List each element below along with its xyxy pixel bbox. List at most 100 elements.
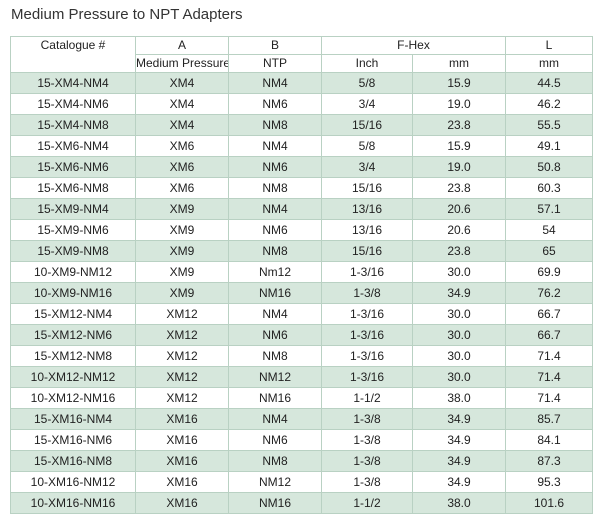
cell-fhex-inch: 15/16 [321,240,413,262]
cell-fhex-mm: 20.6 [411,219,507,241]
cell-fhex-mm: 30.0 [411,366,507,388]
cell-fhex-mm: 30.0 [411,345,507,367]
cell-length-mm: 65 [505,240,594,262]
cell-ntp: NM6 [228,429,322,451]
cell-fhex-mm: 23.8 [411,240,507,262]
cell-length-mm: 69.9 [505,261,594,283]
header-catalogue: Catalogue # [10,36,136,73]
header-a-label: Medium Pressure [135,54,229,73]
cell-fhex-mm: 30.0 [411,261,507,283]
cell-ntp: NM8 [228,114,322,136]
header-b-label: NTP [228,54,322,73]
cell-catalogue: 15-XM9-NM6 [10,219,136,241]
cell-catalogue: 15-XM9-NM4 [10,198,136,220]
page-title: Medium Pressure to NPT Adapters [11,6,243,23]
cell-catalogue: 15-XM6-NM4 [10,135,136,157]
header-fhex: F-Hex [320,36,507,55]
cell-fhex-inch: 1-3/8 [321,471,413,493]
cell-catalogue: 10-XM9-NM12 [10,261,136,283]
cell-fhex-mm: 15.9 [411,135,507,157]
cell-fhex-inch: 1-3/16 [321,261,413,283]
table-row: 15-XM4-NM8 XM4 NM8 15/16 23.8 55.5 [10,114,594,136]
table-row: 15-XM12-NM6 XM12 NM6 1-3/16 30.0 66.7 [10,324,594,346]
header-l-unit: mm [505,54,594,73]
cell-fhex-mm: 34.9 [411,429,507,451]
cell-length-mm: 71.4 [505,345,594,367]
cell-ntp: NM8 [228,177,322,199]
cell-ntp: NM8 [228,450,322,472]
header-row-top: Catalogue # A B F-Hex L [10,36,594,73]
cell-length-mm: 60.3 [505,177,594,199]
cell-ntp: NM6 [228,93,322,115]
cell-length-mm: 57.1 [505,198,594,220]
table-row: 15-XM6-NM4 XM6 NM4 5/8 15.9 49.1 [10,135,594,157]
cell-length-mm: 85.7 [505,408,594,430]
cell-ntp: NM6 [228,156,322,178]
cell-medium-pressure: XM9 [135,240,229,262]
cell-medium-pressure: XM16 [135,492,229,514]
cell-fhex-mm: 38.0 [411,387,507,409]
cell-length-mm: 66.7 [505,303,594,325]
cell-fhex-inch: 3/4 [321,93,413,115]
cell-ntp: NM16 [228,492,322,514]
cell-ntp: NM16 [228,282,322,304]
cell-medium-pressure: XM6 [135,135,229,157]
cell-catalogue: 15-XM6-NM6 [10,156,136,178]
cell-length-mm: 55.5 [505,114,594,136]
table-row: 15-XM4-NM4 XM4 NM4 5/8 15.9 44.5 [10,72,594,94]
cell-length-mm: 87.3 [505,450,594,472]
cell-medium-pressure: XM6 [135,156,229,178]
table-row: 10-XM16-NM16 XM16 NM16 1-1/2 38.0 101.6 [10,492,594,514]
cell-ntp: NM4 [228,135,322,157]
cell-length-mm: 44.5 [505,72,594,94]
cell-catalogue: 10-XM16-NM12 [10,471,136,493]
table-row: 15-XM12-NM8 XM12 NM8 1-3/16 30.0 71.4 [10,345,594,367]
cell-catalogue: 15-XM9-NM8 [10,240,136,262]
cell-ntp: NM4 [228,408,322,430]
table-row: 15-XM9-NM4 XM9 NM4 13/16 20.6 57.1 [10,198,594,220]
cell-catalogue: 15-XM16-NM4 [10,408,136,430]
cell-fhex-inch: 3/4 [321,156,413,178]
cell-fhex-mm: 34.9 [411,450,507,472]
table-row: 15-XM6-NM6 XM6 NM6 3/4 19.0 50.8 [10,156,594,178]
cell-medium-pressure: XM6 [135,177,229,199]
cell-length-mm: 76.2 [505,282,594,304]
table-row: 15-XM16-NM4 XM16 NM4 1-3/8 34.9 85.7 [10,408,594,430]
cell-fhex-mm: 15.9 [411,72,507,94]
cell-medium-pressure: XM4 [135,93,229,115]
table-row: 10-XM12-NM16 XM12 NM16 1-1/2 38.0 71.4 [10,387,594,409]
cell-fhex-inch: 1-3/16 [321,366,413,388]
header-a-letter: A [135,36,229,55]
cell-medium-pressure: XM9 [135,198,229,220]
table-row: 10-XM16-NM12 XM16 NM12 1-3/8 34.9 95.3 [10,471,594,493]
table-row: 10-XM9-NM12 XM9 Nm12 1-3/16 30.0 69.9 [10,261,594,283]
adapters-table: Catalogue # A B F-Hex L Medium Pressure … [10,36,594,514]
cell-medium-pressure: XM12 [135,324,229,346]
cell-fhex-inch: 5/8 [321,135,413,157]
cell-length-mm: 95.3 [505,471,594,493]
cell-ntp: NM4 [228,72,322,94]
cell-catalogue: 10-XM12-NM16 [10,387,136,409]
cell-fhex-inch: 15/16 [321,114,413,136]
cell-catalogue: 15-XM4-NM4 [10,72,136,94]
cell-medium-pressure: XM4 [135,72,229,94]
cell-length-mm: 71.4 [505,387,594,409]
cell-medium-pressure: XM12 [135,345,229,367]
cell-fhex-inch: 1-3/8 [321,450,413,472]
cell-fhex-inch: 13/16 [321,198,413,220]
cell-fhex-inch: 5/8 [321,72,413,94]
cell-medium-pressure: XM12 [135,366,229,388]
cell-fhex-mm: 23.8 [411,114,507,136]
cell-length-mm: 46.2 [505,93,594,115]
cell-medium-pressure: XM4 [135,114,229,136]
cell-fhex-inch: 1-1/2 [321,492,413,514]
cell-fhex-mm: 23.8 [411,177,507,199]
cell-length-mm: 66.7 [505,324,594,346]
cell-catalogue: 10-XM16-NM16 [10,492,136,514]
cell-length-mm: 49.1 [505,135,594,157]
table-row: 15-XM9-NM6 XM9 NM6 13/16 20.6 54 [10,219,594,241]
table-row: 15-XM16-NM6 XM16 NM6 1-3/8 34.9 84.1 [10,429,594,451]
cell-catalogue: 15-XM6-NM8 [10,177,136,199]
cell-catalogue: 15-XM12-NM6 [10,324,136,346]
cell-medium-pressure: XM16 [135,450,229,472]
